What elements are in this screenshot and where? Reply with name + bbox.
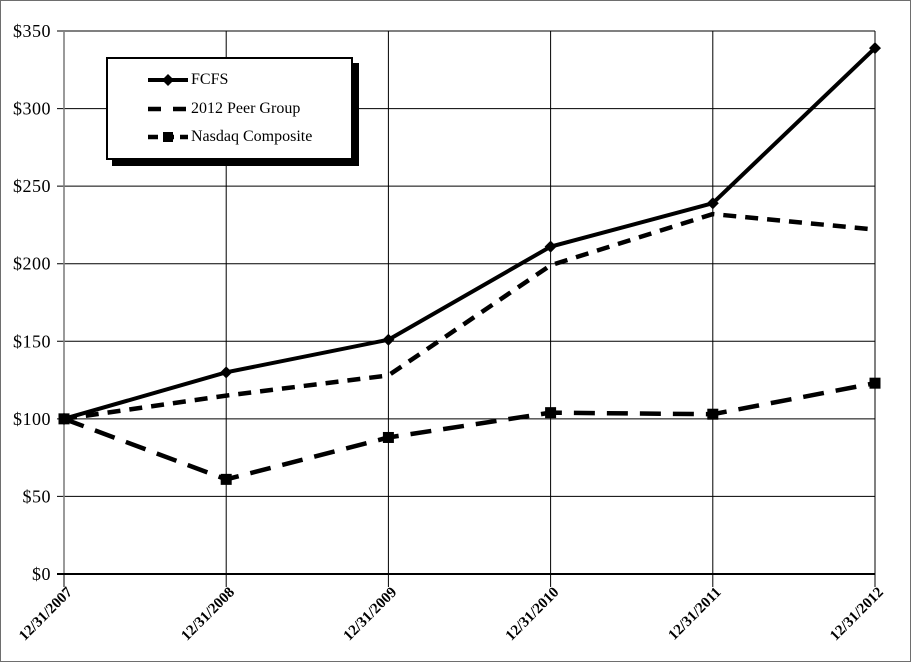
peer-group-line-sample-icon xyxy=(148,106,188,111)
x-axis-labels: 12/31/2007 12/31/2008 12/31/2009 12/31/2010… xyxy=(16,584,887,644)
y-tick-label: $50 xyxy=(23,486,52,506)
x-tick-label: 12/31/2008 xyxy=(178,585,238,645)
legend-item-fcfs: FCFS xyxy=(148,70,351,88)
legend-item-nasdaq: Nasdaq Composite xyxy=(148,129,351,145)
square-marker xyxy=(382,431,394,443)
series-nasdaq-composite xyxy=(63,380,876,482)
x-tick-label: 12/31/2007 xyxy=(16,584,76,644)
diamond-marker xyxy=(544,240,557,253)
legend-item-peer-group: 2012 Peer Group xyxy=(148,99,351,117)
y-tick-label: $250 xyxy=(13,176,51,196)
x-tick-label: 12/31/2009 xyxy=(341,585,401,645)
fcfs-line-sample-icon xyxy=(148,73,188,86)
legend-label-fcfs: FCFS xyxy=(191,70,229,88)
square-marker xyxy=(707,408,719,420)
diamond-marker xyxy=(869,42,881,55)
fcfs-line xyxy=(63,46,877,421)
gridlines xyxy=(57,30,876,587)
diamond-marker xyxy=(382,333,395,346)
x-tick-label: 12/31/2012 xyxy=(827,585,887,645)
y-axis-labels: $0 $50 $100 $150 $200 $250 $300 $350 xyxy=(13,21,51,584)
y-tick-label: $150 xyxy=(13,331,51,351)
y-tick-label: $100 xyxy=(13,409,51,429)
nasdaq-composite-line xyxy=(63,380,876,482)
series-2012-peer-group xyxy=(63,211,876,422)
chart-legend: FCFS 2012 Peer Group Nasdaq Composite xyxy=(106,57,353,160)
y-tick-label: $0 xyxy=(32,564,51,584)
square-marker xyxy=(545,407,557,419)
diamond-marker xyxy=(220,366,233,379)
x-tick-label: 12/31/2010 xyxy=(503,585,563,645)
y-tick-label: $200 xyxy=(13,254,51,274)
x-tick-label: 12/31/2011 xyxy=(666,585,725,644)
nasdaq-line-sample-icon xyxy=(148,132,188,143)
square-marker xyxy=(869,377,881,389)
y-tick-label: $350 xyxy=(13,21,51,41)
markers-nasdaq-composite xyxy=(58,377,881,485)
series-fcfs xyxy=(63,46,877,421)
markers-fcfs xyxy=(58,42,881,425)
legend-label-peer-group: 2012 Peer Group xyxy=(191,99,301,117)
legend-label-nasdaq: Nasdaq Composite xyxy=(191,128,313,146)
square-marker xyxy=(220,473,232,485)
square-marker xyxy=(58,413,70,425)
diamond-marker xyxy=(706,197,719,210)
2012-peer-group-line xyxy=(63,211,876,422)
y-tick-label: $300 xyxy=(13,99,51,119)
